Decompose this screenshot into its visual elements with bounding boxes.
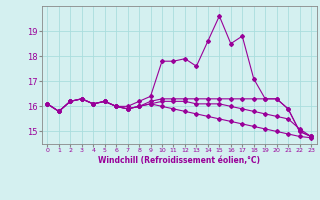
X-axis label: Windchill (Refroidissement éolien,°C): Windchill (Refroidissement éolien,°C): [98, 156, 260, 165]
